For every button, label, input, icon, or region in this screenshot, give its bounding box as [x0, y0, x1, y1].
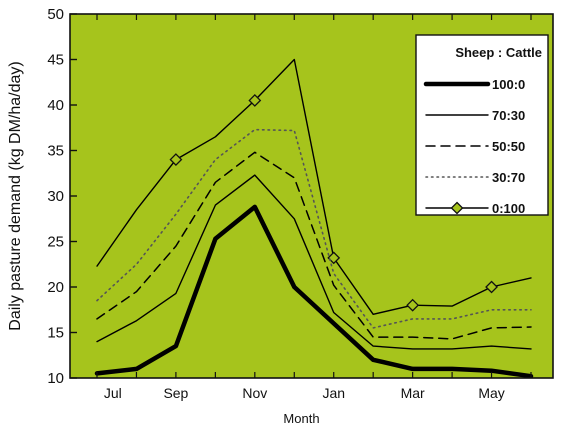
legend-label-50-50: 50:50: [492, 139, 525, 154]
y-tick-label: 30: [47, 188, 64, 205]
x-axis: Jul Sep Nov Jan Mar May: [96, 14, 532, 401]
y-tick-label: 50: [47, 6, 64, 23]
data-point-0-100: [485, 280, 498, 294]
y-tick-label: 35: [47, 143, 64, 160]
y-tick-label: 25: [47, 234, 64, 251]
legend-marker-0-100: [450, 201, 464, 215]
legend-label-70-30: 70:30: [492, 108, 525, 123]
y-tick-label: 40: [47, 97, 64, 114]
x-tick-label: Nov: [242, 385, 267, 401]
data-point-0-100: [327, 251, 341, 265]
y-tick-label: 45: [47, 52, 64, 69]
legend-items: 100:0 70:30 50:50 30:70 0:100: [423, 77, 525, 216]
y-tick-label: 20: [47, 279, 64, 296]
data-point-0-100: [406, 298, 420, 312]
y-axis: 10 15 20 25 30 35 40 45 50: [47, 6, 77, 387]
legend-title: Sheep : Cattle: [455, 45, 542, 60]
x-tick-label: Mar: [401, 385, 425, 401]
x-tick-label: Sep: [163, 385, 188, 401]
legend-label-30-70: 30:70: [492, 170, 525, 185]
legend-label-0-100: 0:100: [492, 201, 525, 216]
series-line-0-100: [96, 58, 532, 315]
x-tick-label: Jul: [104, 385, 122, 401]
legend-label-100-0: 100:0: [492, 77, 525, 92]
data-point-0-100: [248, 94, 262, 107]
series-layer: [94, 58, 534, 379]
legend-box: [415, 34, 549, 216]
series-line-30-70: [96, 128, 532, 329]
x-tick-label: Jan: [322, 385, 345, 401]
y-tick-label: 15: [47, 325, 64, 342]
series-line-70-30: [96, 174, 532, 350]
x-axis-label: Month: [283, 411, 319, 426]
legend: Sheep : Cattle 100:0 70:30 50:50 30:70 0:100: [415, 34, 549, 216]
data-point-0-100: [169, 153, 183, 167]
series-line-50-50: [96, 151, 532, 340]
x-tick-label: May: [478, 385, 504, 401]
y-tick-label: 10: [47, 370, 64, 387]
y-axis-label: Daily pasture demand (kg DM/ha/day): [7, 61, 24, 330]
series-line-100-0: [94, 204, 534, 379]
